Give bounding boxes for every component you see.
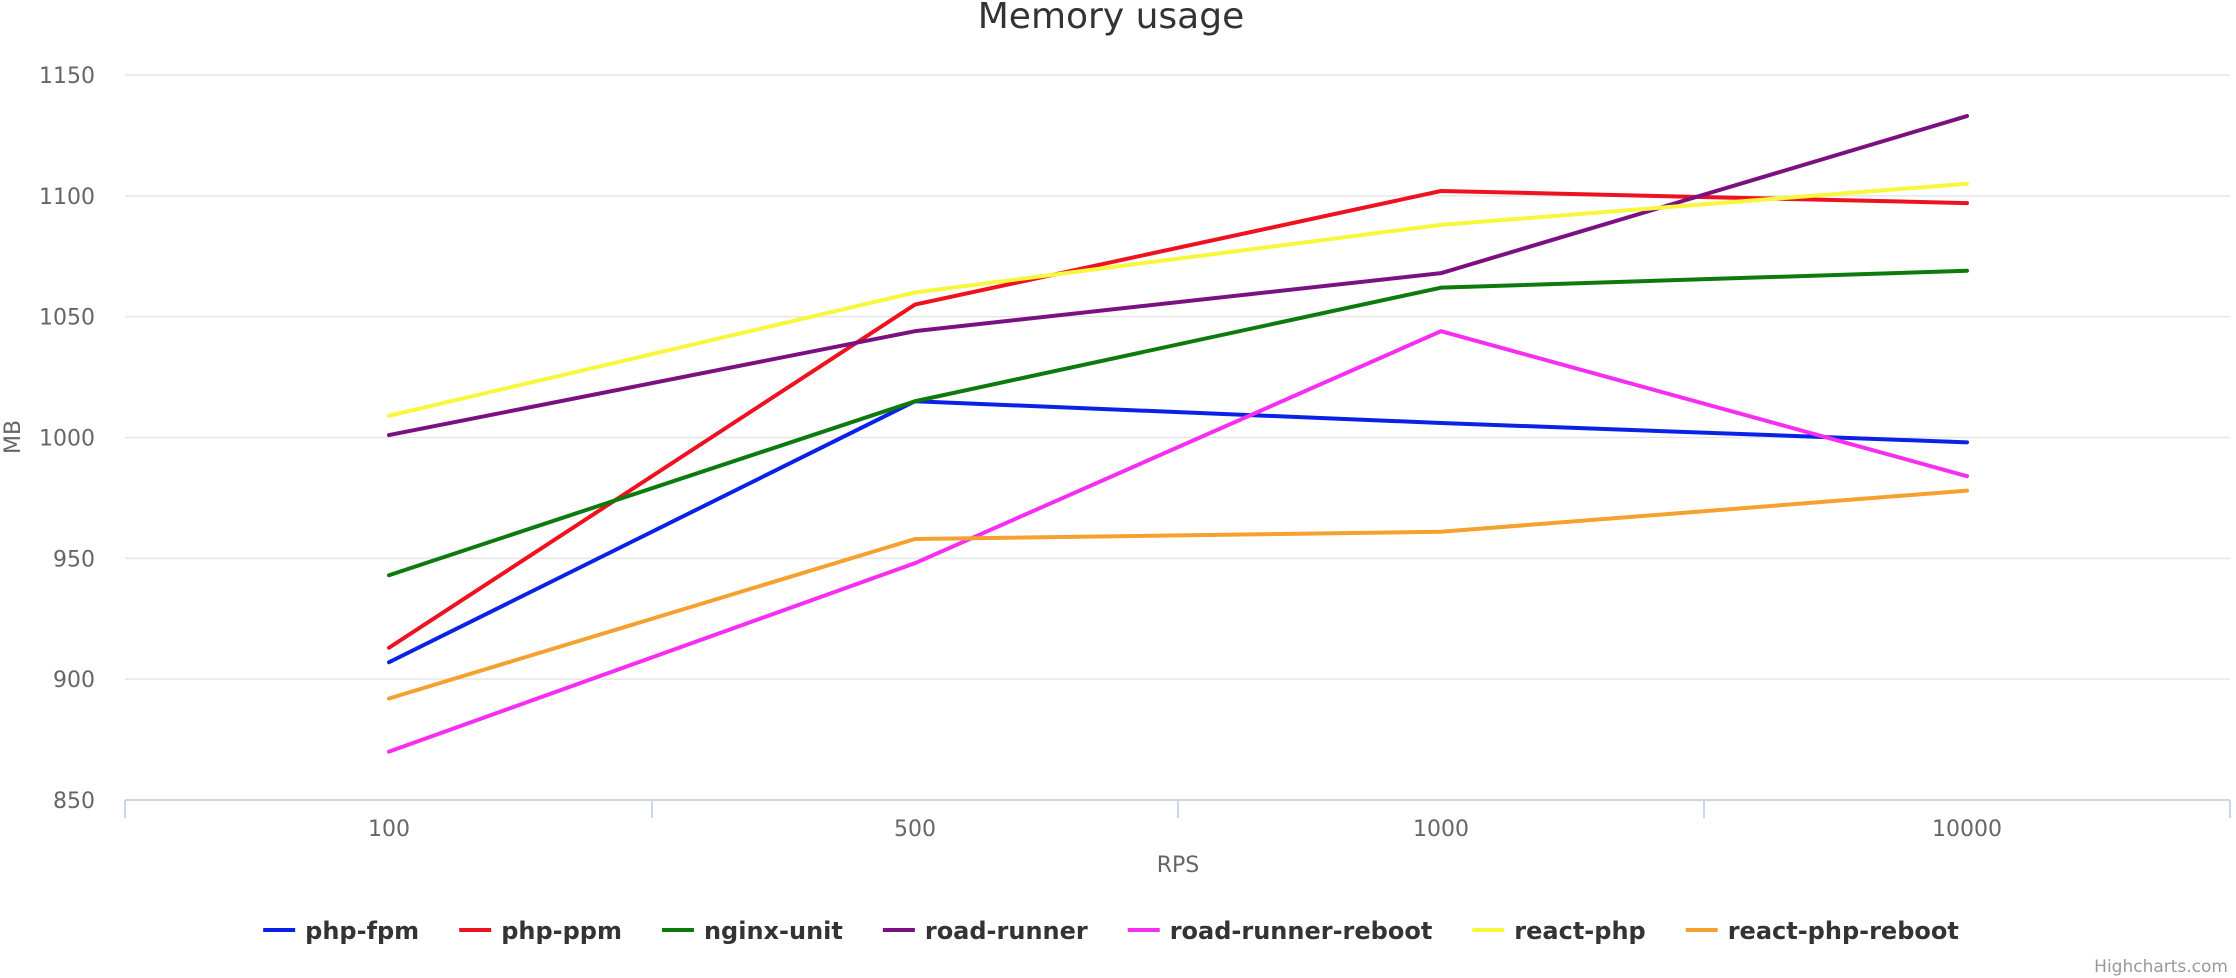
legend-item-road-runner[interactable]: road-runner (882, 917, 1088, 945)
x-tick-label: 100 (368, 817, 410, 842)
grid-lines (125, 74, 2230, 680)
y-tick-label: 900 (53, 668, 95, 693)
legend-label: react-php (1514, 917, 1645, 945)
series-line-road-runner (387, 114, 1969, 438)
series-line-php-fpm (387, 399, 1969, 665)
legend-item-php-fpm[interactable]: php-fpm (263, 917, 419, 945)
y-axis-ticks: 850 900 950 1000 1050 1100 1150 (39, 64, 95, 814)
legend-label: road-runner-reboot (1170, 917, 1433, 945)
x-tick-label: 500 (894, 817, 936, 842)
legend-item-php-ppm[interactable]: php-ppm (459, 917, 622, 945)
y-tick-label: 1000 (39, 427, 95, 452)
series-line-php-ppm (387, 189, 1969, 650)
series-lines (387, 114, 1969, 754)
legend-label: nginx-unit (704, 917, 843, 945)
y-axis-title: MB (1, 420, 26, 454)
legend-label: react-php-reboot (1728, 917, 1959, 945)
legend-item-react-php-reboot[interactable]: react-php-reboot (1685, 917, 1959, 945)
y-tick-label: 850 (53, 789, 95, 814)
y-tick-label: 1050 (39, 306, 95, 331)
y-tick-label: 1150 (39, 64, 95, 89)
y-tick-label: 950 (53, 547, 95, 572)
legend-label: php-fpm (305, 917, 419, 945)
series-line-nginx-unit (387, 268, 1969, 578)
legend-item-react-php[interactable]: react-php (1472, 917, 1646, 945)
x-axis (124, 799, 2231, 818)
legend-item-nginx-unit[interactable]: nginx-unit (661, 917, 843, 945)
x-tick-label: 1000 (1413, 817, 1469, 842)
x-axis-ticks: 100 500 1000 10000 (368, 817, 2002, 842)
series-line-react-php-reboot (387, 488, 1969, 701)
legend-item-road-runner-reboot[interactable]: road-runner-reboot (1127, 917, 1433, 945)
legend-label: road-runner (925, 917, 1088, 945)
series-line-road-runner-reboot (387, 329, 1969, 754)
chart-title: Memory usage (978, 0, 1244, 37)
x-tick-label: 10000 (1932, 817, 2002, 842)
legend-label: php-ppm (501, 917, 622, 945)
series-line-react-php (387, 181, 1969, 418)
legend: php-fpm php-ppm nginx-unit road-runner road-… (263, 917, 1959, 945)
x-axis-title: RPS (1157, 853, 1200, 878)
credits-link[interactable]: Highcharts.com (2094, 957, 2228, 977)
y-tick-label: 1100 (39, 185, 95, 210)
